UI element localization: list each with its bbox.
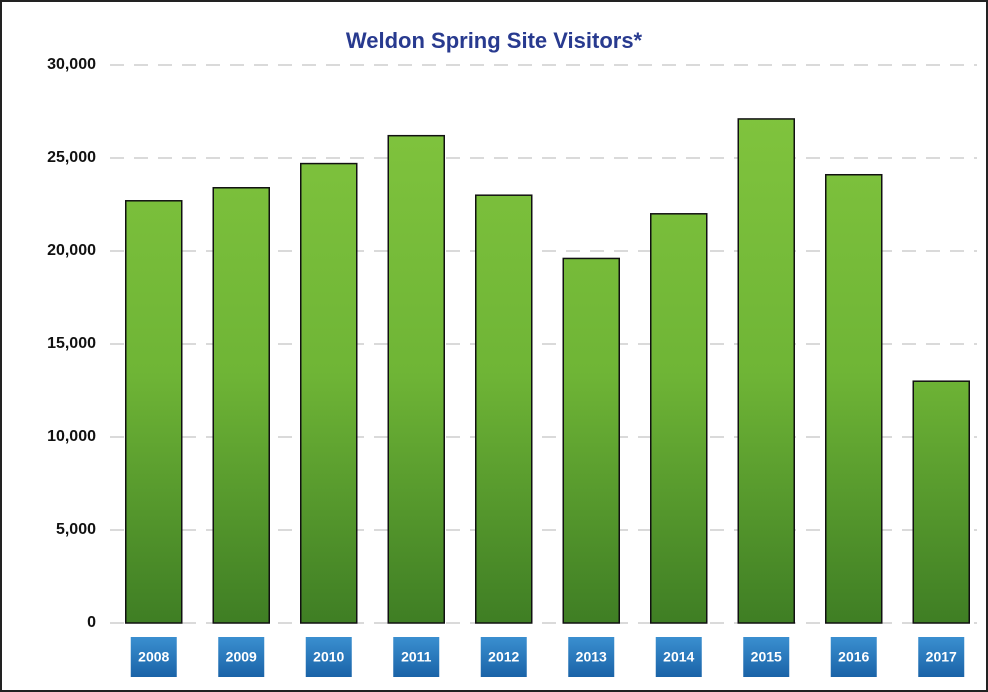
x-tick-label: 2010 bbox=[313, 649, 344, 665]
bar bbox=[388, 136, 444, 623]
bar bbox=[738, 119, 794, 623]
x-tick-label: 2008 bbox=[138, 649, 169, 665]
y-tick-label: 20,000 bbox=[47, 242, 96, 259]
bar bbox=[563, 258, 619, 623]
x-tick-label: 2016 bbox=[838, 649, 869, 665]
bar bbox=[826, 175, 882, 623]
bar bbox=[126, 201, 182, 623]
y-tick-label: 30,000 bbox=[47, 56, 96, 73]
y-tick-label: 15,000 bbox=[47, 335, 96, 352]
x-tick-label: 2011 bbox=[401, 649, 432, 665]
y-tick-label: 25,000 bbox=[47, 149, 96, 166]
bar bbox=[913, 381, 969, 623]
x-tick-label: 2014 bbox=[663, 649, 694, 665]
x-tick-label: 2013 bbox=[576, 649, 607, 665]
chart: Weldon Spring Site Visitors* 0 5,000 10,00… bbox=[0, 0, 988, 692]
bar bbox=[651, 214, 707, 623]
y-tick-label: 0 bbox=[87, 614, 96, 631]
chart-title: Weldon Spring Site Visitors* bbox=[346, 28, 643, 53]
y-tick-label: 5,000 bbox=[56, 521, 96, 538]
bar bbox=[301, 164, 357, 623]
bar bbox=[476, 195, 532, 623]
x-tick-label: 2017 bbox=[926, 649, 957, 665]
x-tick-label: 2012 bbox=[488, 649, 519, 665]
x-tick-label: 2015 bbox=[751, 649, 782, 665]
x-tick-label: 2009 bbox=[226, 649, 257, 665]
bar bbox=[213, 188, 269, 623]
y-tick-label: 10,000 bbox=[47, 428, 96, 445]
